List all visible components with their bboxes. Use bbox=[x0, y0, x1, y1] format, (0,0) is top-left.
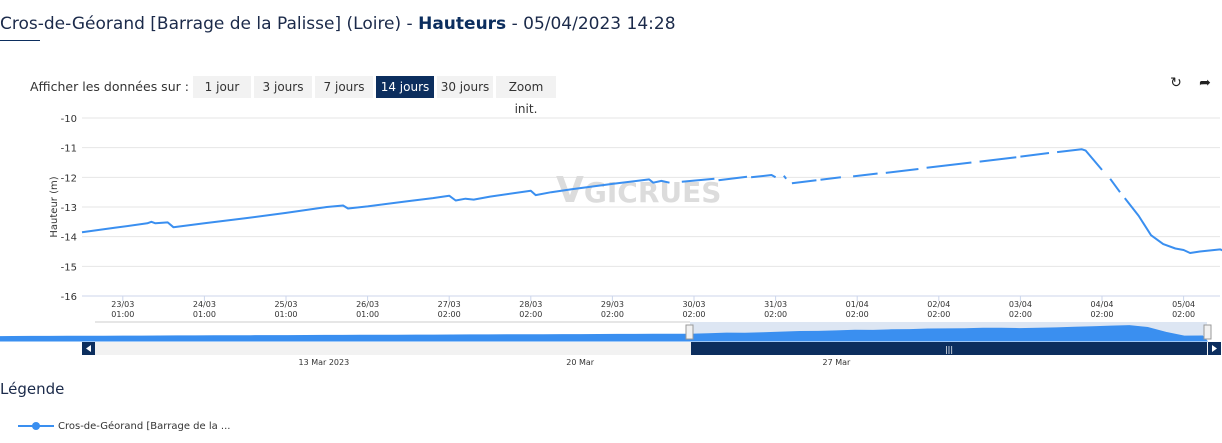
x-tick-date: 01/04 bbox=[846, 300, 869, 309]
y-tick-label: -14 bbox=[61, 233, 77, 244]
y-tick-label: -12 bbox=[61, 173, 77, 184]
series-line-segment bbox=[926, 161, 972, 169]
x-tick-date: 23/03 bbox=[111, 300, 134, 309]
x-tick-date: 05/04 bbox=[1172, 300, 1195, 309]
title-datetime: - 05/04/2023 14:28 bbox=[506, 14, 676, 34]
range-button-1[interactable]: 3 jours bbox=[254, 76, 312, 98]
series-line-segment bbox=[791, 179, 817, 185]
series-line-segment bbox=[783, 175, 787, 180]
title-separator: - bbox=[401, 14, 419, 34]
navigator-left-handle bbox=[685, 324, 694, 340]
range-button-5[interactable]: Zoom init. bbox=[496, 76, 556, 116]
series-line-segment bbox=[1124, 197, 1222, 254]
x-tick-date: 29/03 bbox=[601, 300, 624, 309]
scrollbar-grip-icon: ||| bbox=[945, 345, 953, 354]
series-line-segment bbox=[1109, 178, 1121, 193]
x-tick-time: 02:00 bbox=[519, 310, 542, 319]
x-tick-time: 02:00 bbox=[1009, 310, 1032, 319]
x-tick-time: 02:00 bbox=[846, 310, 869, 319]
series-line-segment bbox=[681, 177, 715, 183]
series-line-segment bbox=[1056, 148, 1103, 171]
page-title: Cros-de-Géorand [Barrage de la Palisse] … bbox=[0, 14, 676, 34]
x-tick-date: 26/03 bbox=[356, 300, 379, 309]
series-line-segment bbox=[979, 156, 1017, 163]
refresh-icon[interactable]: ↻ bbox=[1170, 75, 1182, 91]
x-tick-time: 01:00 bbox=[274, 310, 297, 319]
range-button-0[interactable]: 1 jour bbox=[193, 76, 251, 98]
range-button-2[interactable]: 7 jours bbox=[315, 76, 373, 98]
navigator-date-label: 27 Mar bbox=[823, 358, 852, 367]
x-tick-date: 31/03 bbox=[764, 300, 787, 309]
x-tick-date: 28/03 bbox=[519, 300, 542, 309]
vigicrues-watermark: VGICRUES bbox=[556, 170, 721, 211]
x-tick-date: 27/03 bbox=[438, 300, 461, 309]
measure-name: Hauteurs bbox=[418, 14, 507, 34]
x-tick-time: 01:00 bbox=[356, 310, 379, 319]
navigator-series-area bbox=[0, 325, 1209, 342]
x-tick-time: 01:00 bbox=[111, 310, 134, 319]
scroll-left-arrow-icon bbox=[86, 345, 91, 352]
x-tick-date: 04/04 bbox=[1090, 300, 1113, 309]
series-line-segment bbox=[750, 174, 777, 179]
series-line-segment bbox=[718, 175, 748, 182]
x-tick-time: 01:00 bbox=[193, 310, 216, 319]
legend-title: Légende bbox=[0, 380, 65, 398]
legend-line-icon bbox=[18, 421, 54, 431]
y-tick-label: -15 bbox=[61, 262, 77, 273]
range-selector-label: Afficher les données sur : bbox=[30, 79, 189, 94]
y-axis-label: Hauteur (m) bbox=[49, 176, 60, 237]
x-tick-time: 02:00 bbox=[1090, 310, 1113, 319]
series-line-segment bbox=[820, 176, 842, 181]
x-tick-time: 02:00 bbox=[1172, 310, 1195, 319]
range-button-3[interactable]: 14 jours bbox=[376, 76, 434, 98]
navigator-right-handle bbox=[1203, 324, 1212, 340]
y-tick-label: -10 bbox=[61, 114, 77, 125]
x-tick-time: 02:00 bbox=[682, 310, 705, 319]
navigator-date-label: 20 Mar bbox=[566, 358, 595, 367]
y-tick-label: -16 bbox=[61, 292, 77, 303]
series-line-segment bbox=[885, 168, 919, 174]
x-tick-date: 03/04 bbox=[1009, 300, 1032, 309]
title-underline bbox=[0, 40, 40, 41]
scroll-right-arrow-icon bbox=[1212, 345, 1217, 352]
y-tick-label: -13 bbox=[61, 203, 77, 214]
legend-item[interactable]: Cros-de-Géorand [Barrage de la ... bbox=[18, 421, 230, 432]
x-tick-date: 25/03 bbox=[274, 300, 297, 309]
y-tick-label: -11 bbox=[61, 144, 77, 155]
x-tick-date: 24/03 bbox=[193, 300, 216, 309]
x-tick-time: 02:00 bbox=[764, 310, 787, 319]
station-name: Cros-de-Géorand [Barrage de la Palisse] … bbox=[0, 14, 402, 34]
series-line-segment bbox=[852, 172, 878, 178]
x-tick-time: 02:00 bbox=[927, 310, 950, 319]
hauteur-chart: -10-11-12-13-14-15-1623/0301:0024/0301:0… bbox=[0, 114, 1222, 367]
series-line-segment bbox=[1020, 152, 1050, 158]
navigator-date-label: 13 Mar 2023 bbox=[298, 358, 349, 367]
x-tick-time: 02:00 bbox=[601, 310, 624, 319]
share-arrow-icon[interactable]: ➦ bbox=[1199, 75, 1211, 91]
legend-item-label: Cros-de-Géorand [Barrage de la ... bbox=[58, 421, 231, 432]
range-button-4[interactable]: 30 jours bbox=[437, 76, 493, 98]
x-tick-date: 02/04 bbox=[927, 300, 950, 309]
scrollbar-thumb bbox=[691, 342, 1207, 355]
series-line-segment bbox=[81, 178, 670, 234]
x-tick-time: 02:00 bbox=[438, 310, 461, 319]
x-tick-date: 30/03 bbox=[682, 300, 705, 309]
